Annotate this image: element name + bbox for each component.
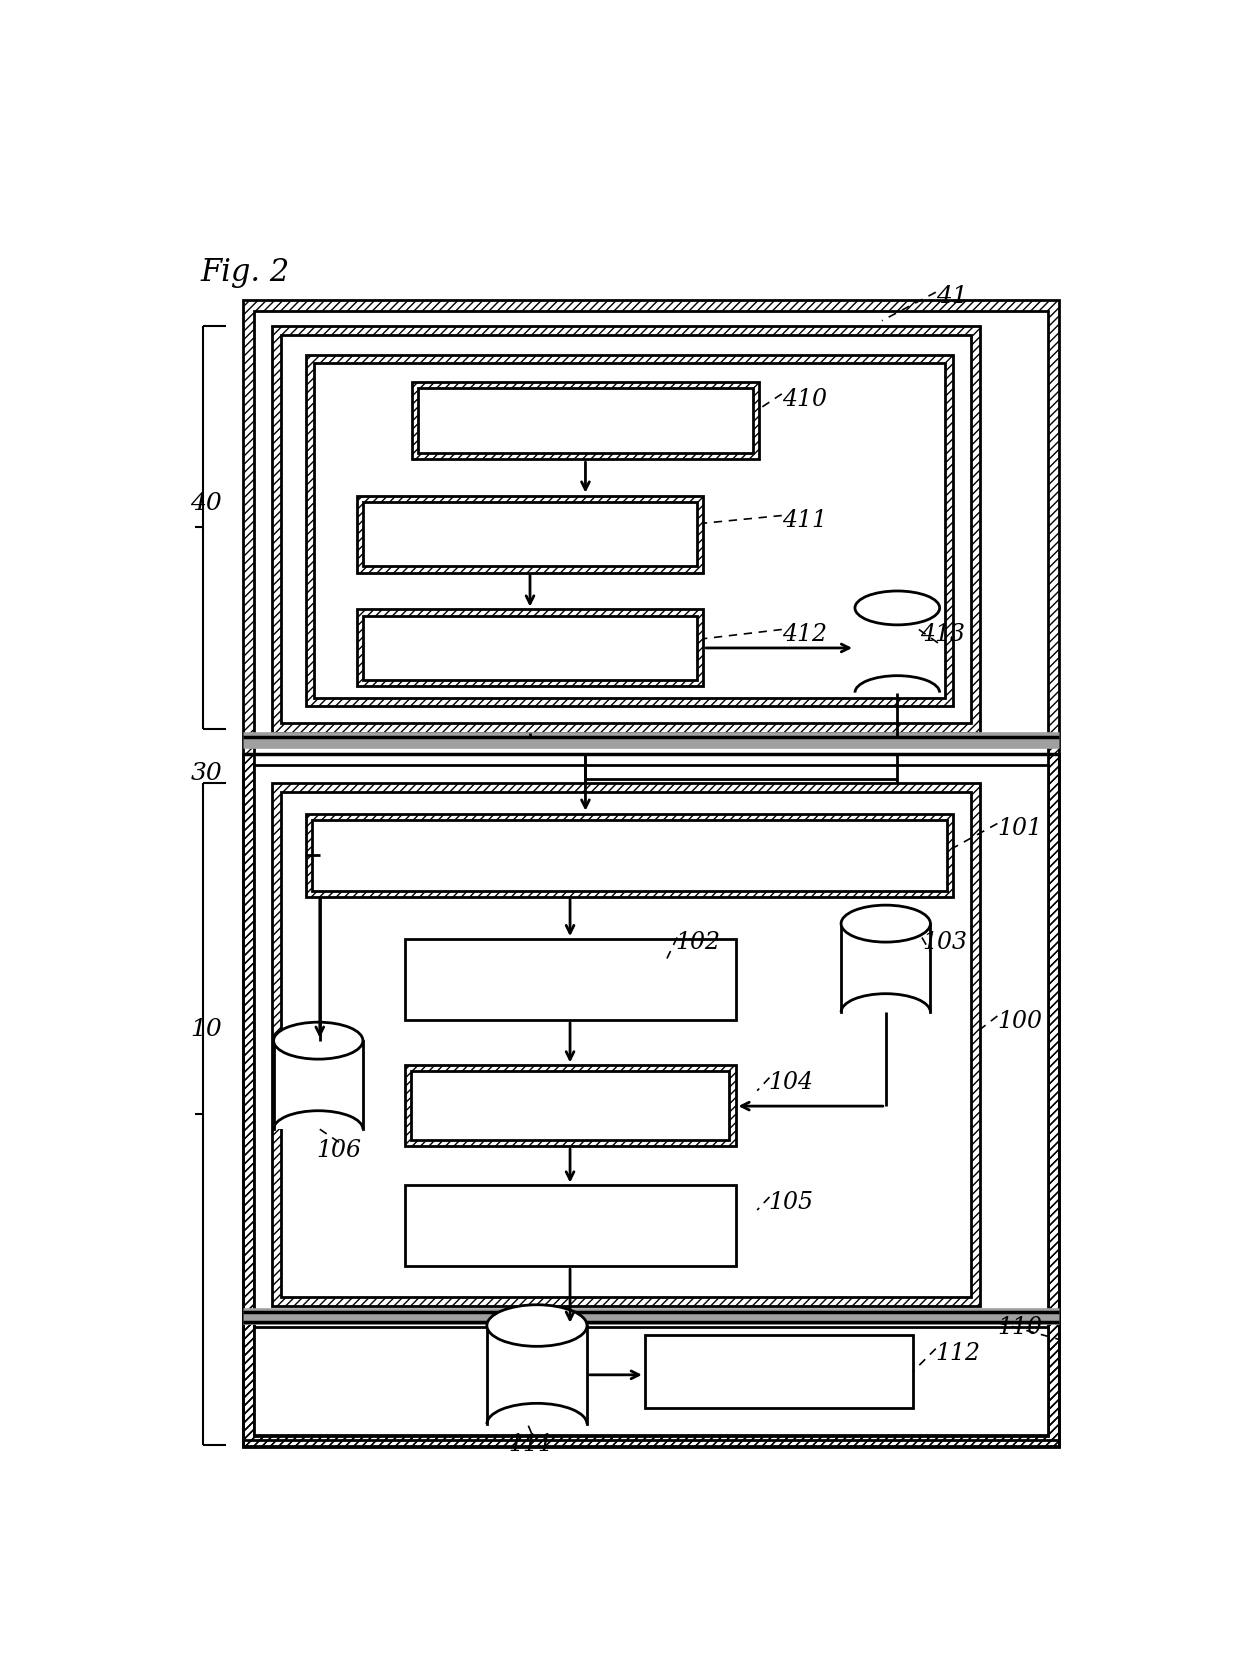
Text: 10: 10 bbox=[191, 1017, 222, 1040]
Text: 105: 105 bbox=[768, 1191, 813, 1213]
Text: 102: 102 bbox=[676, 931, 720, 955]
Bar bbox=[274, 1040, 363, 1129]
Bar bbox=[243, 753, 1059, 1440]
Bar bbox=[841, 923, 930, 1012]
Bar bbox=[312, 819, 946, 891]
Bar bbox=[357, 609, 703, 686]
Text: 40: 40 bbox=[191, 492, 222, 515]
Bar bbox=[253, 765, 1048, 1428]
Bar bbox=[281, 792, 971, 1297]
Text: 104: 104 bbox=[768, 1072, 813, 1094]
Text: Fig. 2: Fig. 2 bbox=[201, 257, 290, 289]
Ellipse shape bbox=[854, 591, 940, 624]
Text: 411: 411 bbox=[781, 510, 827, 532]
Bar bbox=[363, 616, 697, 680]
Bar bbox=[418, 389, 753, 453]
Bar bbox=[404, 940, 735, 1020]
Bar bbox=[357, 495, 703, 572]
Text: 112: 112 bbox=[936, 1342, 981, 1366]
Ellipse shape bbox=[274, 1022, 363, 1059]
Bar bbox=[854, 607, 940, 693]
Bar bbox=[272, 782, 981, 1305]
Text: 413: 413 bbox=[920, 623, 966, 646]
Text: 106: 106 bbox=[316, 1139, 361, 1163]
Bar bbox=[253, 310, 1048, 1436]
Text: 30: 30 bbox=[191, 762, 222, 785]
Text: 100: 100 bbox=[997, 1010, 1043, 1034]
Bar bbox=[272, 326, 981, 733]
Text: 412: 412 bbox=[781, 623, 827, 646]
Bar bbox=[412, 383, 759, 460]
Bar bbox=[253, 1327, 1048, 1435]
Bar bbox=[363, 502, 697, 567]
Bar bbox=[404, 1066, 735, 1146]
Bar bbox=[243, 300, 1059, 1446]
Text: 101: 101 bbox=[997, 817, 1043, 841]
Ellipse shape bbox=[841, 904, 930, 941]
Text: 410: 410 bbox=[781, 388, 827, 411]
Bar bbox=[281, 336, 971, 723]
Text: 110: 110 bbox=[997, 1316, 1043, 1339]
Bar bbox=[306, 814, 952, 896]
Bar bbox=[404, 1185, 735, 1267]
Bar bbox=[306, 356, 952, 706]
Bar bbox=[487, 1326, 587, 1425]
Bar bbox=[645, 1334, 913, 1408]
Ellipse shape bbox=[487, 1305, 587, 1346]
Bar bbox=[410, 1072, 729, 1139]
Text: 111: 111 bbox=[508, 1433, 553, 1457]
Text: 41: 41 bbox=[936, 285, 967, 307]
Text: 103: 103 bbox=[921, 931, 967, 955]
Bar bbox=[243, 1316, 1059, 1446]
Bar bbox=[314, 362, 945, 698]
